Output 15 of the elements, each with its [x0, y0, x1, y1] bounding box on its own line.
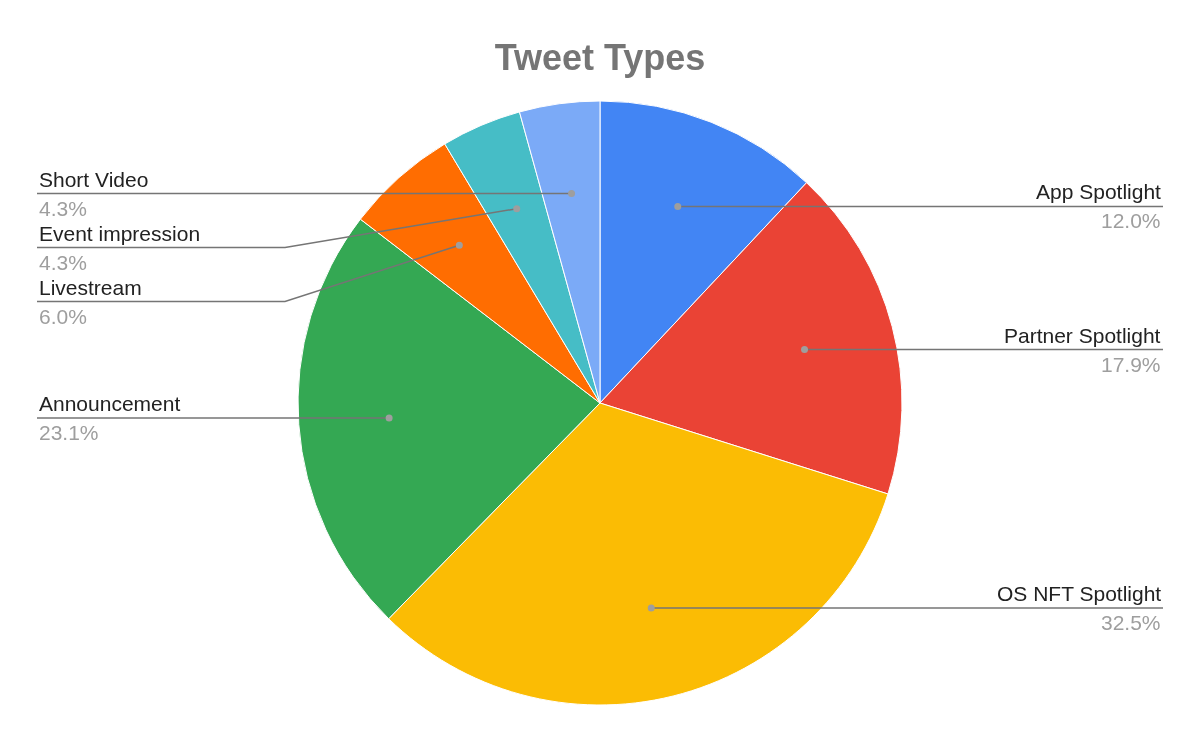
slice-label: Short Video	[39, 168, 149, 191]
slice-label: Livestream	[39, 276, 142, 299]
data-label: 32.5%	[1101, 611, 1161, 634]
data-label: 12.0%	[1101, 209, 1161, 232]
slice-label: App Spotlight	[1036, 180, 1162, 203]
data-label: 4.3%	[39, 251, 87, 274]
data-label: 4.3%	[39, 197, 87, 220]
slice-label: Event impression	[39, 222, 201, 245]
data-label: 23.1%	[39, 421, 99, 444]
data-label: 6.0%	[39, 305, 87, 328]
data-label: 17.9%	[1101, 353, 1161, 376]
chart-title: Tweet Types	[494, 36, 706, 78]
slice-label: OS NFT Spotlight	[997, 582, 1162, 605]
slice-label: Announcement	[39, 392, 181, 415]
slice-label: Partner Spotlight	[1004, 324, 1161, 347]
